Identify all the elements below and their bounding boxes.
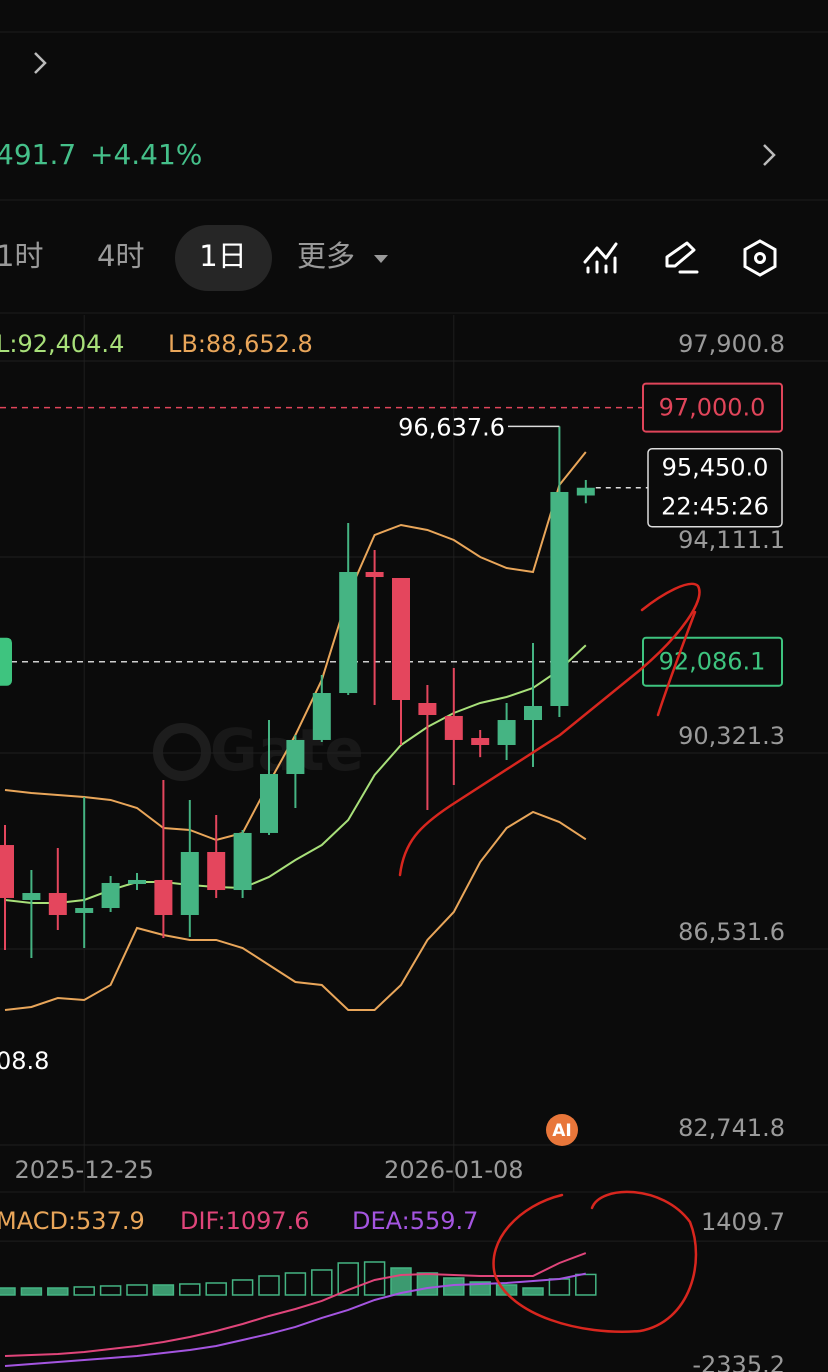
chevron[interactable] xyxy=(34,52,47,74)
macd-bar xyxy=(126,1284,148,1296)
candle-body xyxy=(444,715,463,740)
price-line-box xyxy=(642,382,783,433)
ai-badge[interactable] xyxy=(546,1114,578,1146)
candle-body xyxy=(524,705,542,721)
candle-body xyxy=(392,577,410,700)
macd-bar xyxy=(99,1285,122,1296)
chart-layer: 97,900.8 94,111.1 90,321.3 86,531.6 82,741.8… xyxy=(0,315,828,1372)
countdown-label: 22:45:26 xyxy=(661,493,769,521)
macd-bar xyxy=(20,1287,43,1296)
current-price-label: 95,450.0 xyxy=(662,454,769,482)
price-line-label: 97,000.0 xyxy=(659,394,766,422)
candle-body xyxy=(286,739,305,775)
candle-body xyxy=(233,832,252,891)
macd-bar xyxy=(311,1269,333,1296)
change-percent: +4.41% xyxy=(90,138,202,171)
candle-body xyxy=(339,571,358,694)
y-tick-label: 97,900.8 xyxy=(678,330,785,358)
macd-bar xyxy=(152,1284,175,1296)
macd-bar xyxy=(469,1281,491,1296)
macd-bar xyxy=(0,1287,16,1296)
y-tick-label: 90,321.3 xyxy=(678,722,785,750)
position-tab xyxy=(0,637,12,686)
macd-label: DIF:1097.6 xyxy=(180,1207,310,1235)
y-tick-label: 94,111.1 xyxy=(678,526,785,554)
candle-body xyxy=(101,882,120,909)
current-price-box xyxy=(647,447,783,528)
indicator-label: LB:88,652.8 xyxy=(168,330,313,358)
candle-body xyxy=(471,738,490,745)
candle-body xyxy=(576,487,595,496)
hand-annotation xyxy=(398,582,701,1333)
tab[interactable]: 1日 xyxy=(199,239,246,273)
price-line-label: 92,086.1 xyxy=(659,648,766,676)
macd-bar xyxy=(337,1262,359,1296)
y-tick-label: -2335.2 xyxy=(692,1351,785,1372)
high-marker-label: 96,637.6 xyxy=(398,413,505,441)
macd-label: MACD:537.9 xyxy=(0,1207,145,1235)
macd-label: DEA:559.7 xyxy=(352,1207,478,1235)
last-price: 491.7 xyxy=(0,138,76,171)
candle-body xyxy=(48,893,67,915)
indicator-icon[interactable] xyxy=(583,242,618,274)
y-tick-label: 82,741.8 xyxy=(678,1114,785,1142)
draw-icon[interactable] xyxy=(665,241,699,274)
macd-line xyxy=(4,1252,587,1357)
candle-body xyxy=(497,720,516,745)
tab[interactable]: 更多 xyxy=(297,239,355,273)
indicator-line xyxy=(4,810,587,1012)
candle-body xyxy=(365,571,384,578)
candle-body xyxy=(75,908,94,913)
candle-body xyxy=(550,491,569,706)
macd-bar xyxy=(258,1275,280,1296)
y-tick-label: 86,531.6 xyxy=(678,918,785,946)
indicator-label: L:92,404.4 xyxy=(0,330,124,358)
price-line-box xyxy=(642,636,783,687)
tab[interactable]: 1时 xyxy=(0,239,43,273)
low-marker-label: 08.8 xyxy=(0,1047,49,1075)
macd-bar xyxy=(231,1279,254,1296)
macd-bar xyxy=(47,1287,69,1296)
candle-body xyxy=(260,774,278,833)
y-tick-label: 1409.7 xyxy=(701,1208,785,1236)
candle-body xyxy=(128,879,146,885)
candle-body xyxy=(207,852,226,891)
x-tick-label: 2025-12-25 xyxy=(14,1156,153,1184)
candle-body xyxy=(154,879,173,915)
tab-selected-bg xyxy=(175,225,272,291)
candle-body xyxy=(0,845,14,898)
macd-bar xyxy=(416,1272,439,1296)
macd-bar xyxy=(522,1287,544,1296)
candle-body xyxy=(312,693,331,740)
macd-bar xyxy=(73,1286,95,1296)
macd-bar xyxy=(284,1272,307,1296)
ai-badge-text[interactable]: AI xyxy=(552,1121,571,1141)
candle-body xyxy=(418,702,437,715)
dropdown-arrow xyxy=(374,255,388,263)
x-tick-label: 2026-01-08 xyxy=(384,1156,523,1184)
settings-icon[interactable] xyxy=(743,239,777,277)
tab[interactable]: 4时 xyxy=(97,239,144,273)
macd-bar xyxy=(205,1282,227,1296)
macd-bar xyxy=(179,1283,201,1296)
chevron[interactable] xyxy=(763,144,776,166)
candle-body xyxy=(180,852,199,915)
macd-line xyxy=(4,1272,586,1367)
candle-body xyxy=(22,893,41,900)
